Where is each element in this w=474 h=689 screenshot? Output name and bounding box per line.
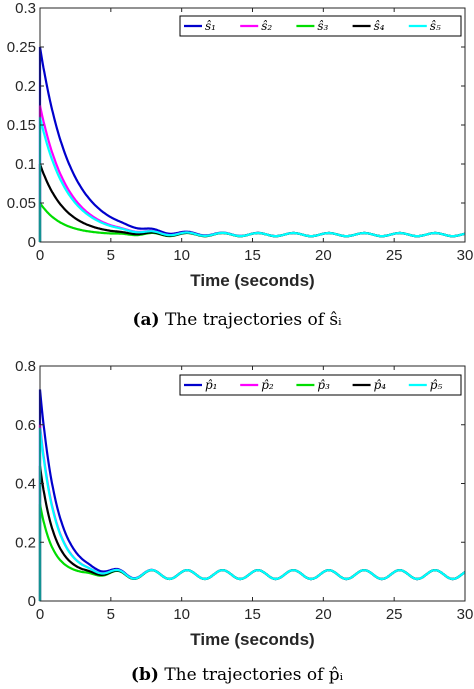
plot-frame [39,7,466,243]
y-tick-label: 0.1 [15,156,36,173]
x-tick-label: 20 [315,247,332,264]
y-tick-label: 0.6 [15,417,36,434]
series-line-5 [38,427,466,601]
legend-box [179,374,462,396]
series-line-2 [38,105,466,242]
x-tick-label: 25 [386,606,403,623]
legend-label-1: ŝ₁ [205,19,216,33]
y-tick-label: 0.8 [15,358,36,375]
x-tick-label: 30 [457,606,474,623]
series-line-3 [38,503,466,601]
legend-label-3: p̂₃ [317,378,330,392]
x-tick-label: 20 [315,606,332,623]
x-tick-label: 15 [244,247,261,264]
y-tick-label: 0 [28,593,36,610]
legend-label-3: ŝ₃ [317,19,328,33]
series-line-1 [38,46,466,242]
legend-label-1: p̂₁ [205,378,218,392]
legend-label-5: ŝ₅ [430,19,441,33]
x-tick-label: 10 [173,247,190,264]
x-tick-label: 0 [36,606,44,623]
series-line-5 [38,116,466,242]
caption-b-tag: (b) [130,665,159,685]
legend-label-4: p̂₄ [374,378,387,392]
caption-a: (a) The trajectories of ŝᵢ [0,310,474,330]
legend-box [179,15,462,37]
y-tick-label: 0.2 [15,78,36,95]
x-tick-label: 5 [107,247,115,264]
plot-frame [39,365,466,602]
caption-a-text: The trajectories of ŝᵢ [164,310,342,330]
y-tick-label: 0.3 [15,0,36,17]
y-tick-label: 0.05 [7,195,36,212]
x-tick-label: 10 [173,606,190,623]
legend: ŝ₁ ŝ₂ ŝ₃ ŝ₄ ŝ₅ [179,15,462,37]
y-tick-label: 0.4 [15,476,36,493]
legend-label-2: ŝ₂ [261,19,272,33]
y-tick-label: 0.2 [15,534,36,551]
caption-a-tag: (a) [132,310,160,330]
x-tick-label: 25 [386,247,403,264]
y-tick-label: 0.25 [7,39,36,56]
chart-s-trajectories: 0 5 10 15 20 25 30 0 0.05 0.1 0.15 0.2 0.25 0.3 Time (… [7,0,474,290]
caption-b-text: The trajectories of p̂ᵢ [164,665,344,685]
legend-label-5: p̂₅ [430,378,443,392]
series-line-4 [38,465,466,601]
y-tick-label: 0.15 [7,117,36,134]
legend-label-4: ŝ₄ [374,19,385,33]
caption-b: (b) The trajectories of p̂ᵢ [0,665,474,685]
series-line-4 [38,163,466,242]
x-tick-label: 30 [457,247,474,264]
legend: p̂₁ p̂₂ p̂₃ p̂₄ p̂₅ [179,374,462,396]
legend-label-2: p̂₂ [261,378,274,392]
x-tick-label: 15 [244,606,261,623]
y-tick-label: 0 [28,234,36,251]
x-tick-label: 5 [107,606,115,623]
chart-p-trajectories: 0 5 10 15 20 25 30 0 0.2 0.4 0.6 0.8 Time (seconds) p… [15,358,474,649]
x-axis-label: Time (seconds) [190,630,314,649]
x-tick-label: 0 [36,247,44,264]
x-axis-label: Time (seconds) [190,271,314,290]
